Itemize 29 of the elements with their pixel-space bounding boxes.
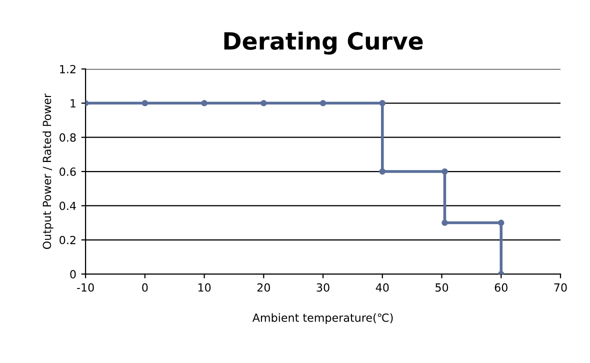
point xyxy=(320,100,326,106)
point xyxy=(498,220,504,226)
x-tick-label: 20 xyxy=(257,283,270,292)
y-tick-label: 0 xyxy=(70,270,76,278)
point xyxy=(379,100,386,106)
x-tick-label: 50 xyxy=(436,283,448,292)
point xyxy=(142,100,148,106)
y-tick-label: 0.2 xyxy=(60,236,76,244)
y-axis-title: Output Power / Rated Power xyxy=(42,93,54,249)
point xyxy=(379,168,386,175)
x-tick-label: 40 xyxy=(376,283,389,292)
x-tick-label: 10 xyxy=(198,283,211,292)
point xyxy=(442,220,448,226)
y-tick-label: 0.4 xyxy=(60,202,76,210)
x-tick-label: 70 xyxy=(554,283,567,292)
y-tick-label: 0.6 xyxy=(60,167,76,176)
y-tick-label: 1 xyxy=(70,99,76,108)
point xyxy=(260,100,267,106)
x-axis-title: Ambient temperature(℃) xyxy=(252,313,393,324)
point xyxy=(201,100,208,106)
y-tick-label: 0.8 xyxy=(60,133,76,142)
x-tick-label: 0 xyxy=(142,283,148,292)
x-tick-label: -10 xyxy=(77,283,94,292)
point xyxy=(442,168,448,175)
y-tick-label: 1.2 xyxy=(60,64,76,74)
x-tick-label: 60 xyxy=(494,283,508,292)
chart-title: Derating Curve xyxy=(224,32,423,55)
line-series xyxy=(86,100,504,274)
x-tick-label: 30 xyxy=(316,283,330,292)
